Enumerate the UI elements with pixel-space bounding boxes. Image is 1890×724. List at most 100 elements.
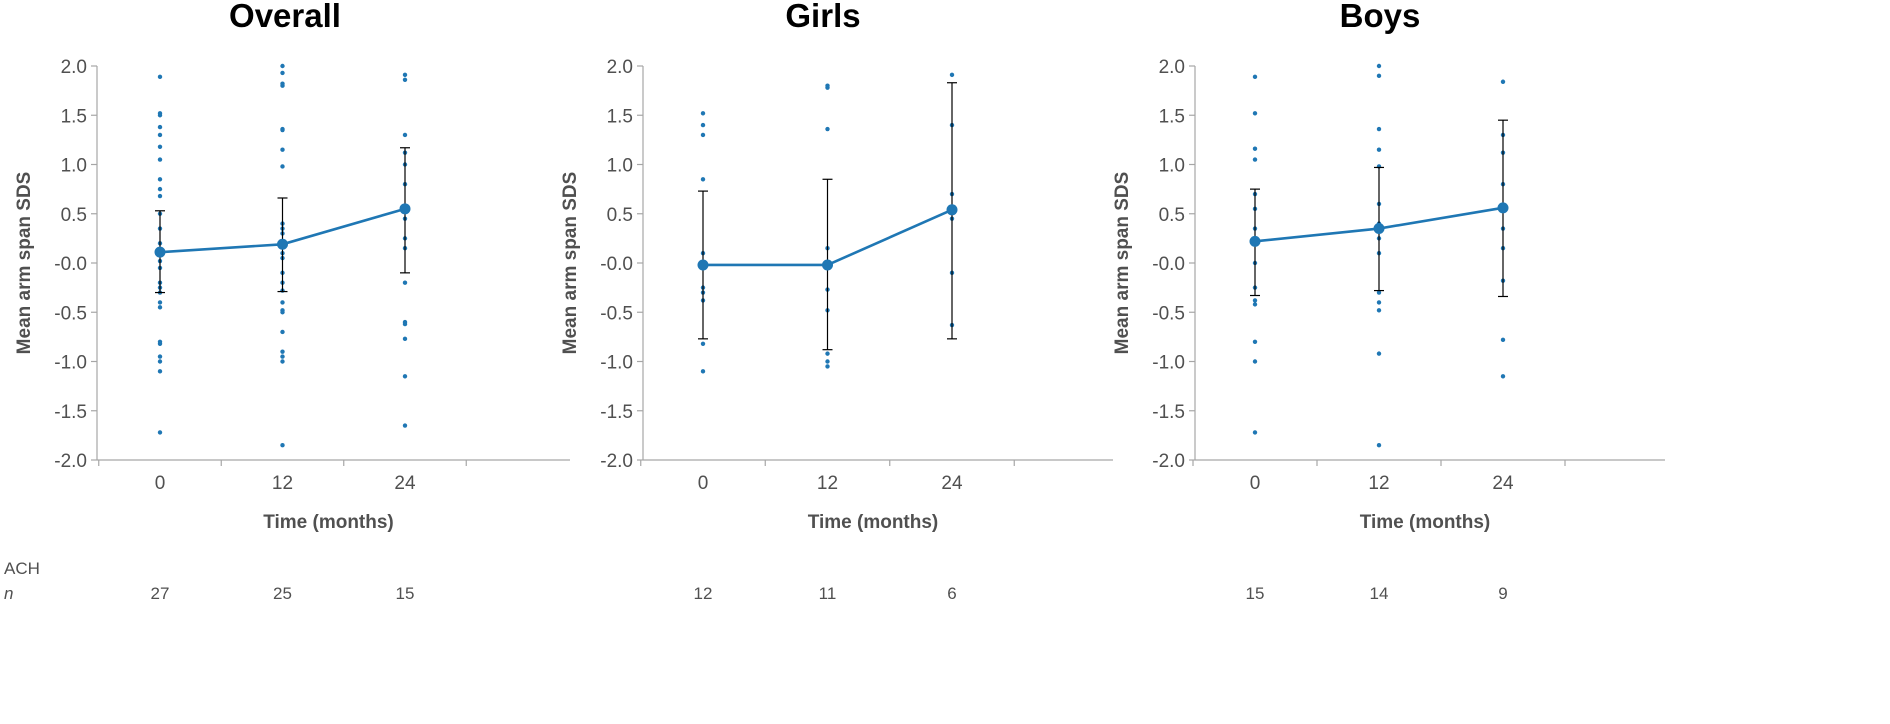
data-point: [1252, 74, 1258, 80]
data-point: [280, 443, 285, 448]
x-tick-label: 0: [155, 473, 166, 494]
mean-point: [697, 259, 709, 271]
n-count: 25: [273, 584, 292, 603]
mean-point: [154, 246, 166, 258]
chart-title: Boys: [1340, 0, 1421, 34]
data-point: [157, 132, 163, 138]
y-tick-label: -0.0: [600, 254, 633, 275]
chart-title: Girls: [785, 0, 860, 34]
y-tick-label: -2.0: [600, 451, 633, 472]
data-point: [1376, 147, 1382, 152]
y-tick-label: -0.0: [54, 254, 87, 275]
data-point: [700, 132, 706, 138]
mean-point: [822, 259, 833, 271]
data-point: [700, 369, 706, 374]
mean-point: [277, 238, 288, 250]
data-point: [1252, 339, 1258, 344]
y-axis-title: Mean arm span SDS: [14, 172, 35, 355]
group-label: ACH: [4, 559, 40, 578]
data-point: [280, 147, 285, 152]
y-tick-label: 0.5: [1159, 205, 1185, 226]
data-point: [157, 113, 163, 118]
n-count: 6: [947, 584, 956, 603]
n-count: 11: [819, 584, 837, 603]
data-point: [402, 280, 408, 285]
data-point: [402, 336, 408, 342]
x-tick-label: 12: [817, 473, 838, 494]
data-point: [280, 354, 285, 359]
y-axis-title: Mean arm span SDS: [560, 172, 581, 355]
data-point: [1252, 157, 1258, 162]
data-point: [700, 177, 706, 182]
data-point: [157, 74, 163, 80]
data-point: [700, 111, 706, 116]
data-point: [1252, 359, 1258, 364]
data-point: [700, 122, 706, 128]
mean-point: [1249, 235, 1261, 247]
data-point: [1500, 374, 1506, 379]
n-label: n: [4, 584, 13, 603]
data-point: [157, 144, 163, 149]
chart-panel-overall: Overall 2.0 1.5 1.0 0.5 -0.0 -0.5 -1.0 -1.5 -2.0 0…: [14, 0, 570, 603]
data-point: [157, 193, 163, 199]
x-axis-title: Time (months): [808, 512, 939, 533]
data-point: [1376, 443, 1382, 448]
data-point: [157, 369, 163, 374]
data-point: [157, 359, 163, 364]
chart-title: Overall: [229, 0, 341, 34]
data-point: [1252, 298, 1258, 303]
y-tick-label: 1.5: [607, 106, 633, 127]
y-axis-title: Mean arm span SDS: [1112, 172, 1133, 355]
y-tick-label: -2.0: [1152, 451, 1185, 472]
data-point: [825, 359, 830, 364]
data-point: [1376, 300, 1382, 305]
data-point: [157, 186, 163, 192]
y-tick-label: -0.5: [600, 303, 633, 324]
data-point: [280, 349, 285, 354]
mean-point: [1497, 202, 1509, 214]
data-point: [825, 351, 830, 356]
data-point: [402, 132, 408, 138]
mean-point: [1373, 223, 1385, 235]
data-point: [825, 126, 830, 132]
chart-panel-girls: Girls 2.0 1.5 1.0 0.5 -0.0 -0.5 -1.0 -1.5 -2.0 0 12…: [560, 0, 1113, 603]
y-tick-label: 1.0: [61, 156, 87, 177]
data-point: [280, 329, 285, 335]
data-point: [1252, 302, 1258, 307]
data-point: [1376, 290, 1382, 295]
y-tick-label: -1.0: [54, 353, 87, 374]
y-tick-label: -0.5: [1152, 303, 1185, 324]
mean-point: [946, 204, 958, 216]
data-point: [1376, 126, 1382, 132]
data-point: [1500, 337, 1506, 343]
data-point: [402, 423, 408, 428]
data-point: [1376, 308, 1382, 313]
chart-panel-boys: Boys 2.0 1.5 1.0 0.5 -0.0 -0.5 -1.0 -1.5 -2.0 0 12 2…: [1112, 0, 1665, 603]
data-point: [280, 127, 285, 133]
data-point: [280, 70, 285, 76]
data-point: [949, 72, 955, 78]
x-tick-label: 12: [1368, 473, 1389, 494]
data-point: [157, 341, 163, 346]
n-count: 27: [151, 584, 170, 603]
data-point: [280, 63, 285, 69]
data-point: [280, 83, 285, 88]
y-tick-label: -2.0: [54, 451, 87, 472]
x-axis-title: Time (months): [263, 512, 394, 533]
data-point: [157, 124, 163, 130]
n-count: 9: [1498, 584, 1507, 603]
y-tick-label: -0.5: [54, 303, 87, 324]
data-point: [1376, 351, 1382, 356]
data-point: [402, 321, 408, 327]
x-tick-label: 24: [1492, 473, 1514, 494]
y-tick-label: 2.0: [61, 57, 87, 78]
data-point: [402, 374, 408, 379]
x-tick-label: 12: [272, 473, 293, 494]
data-point: [402, 77, 408, 82]
y-tick-label: -1.5: [1152, 402, 1185, 423]
data-point: [1252, 146, 1258, 151]
y-tick-label: -1.0: [600, 353, 633, 374]
data-point: [157, 177, 163, 182]
data-point: [280, 164, 285, 169]
